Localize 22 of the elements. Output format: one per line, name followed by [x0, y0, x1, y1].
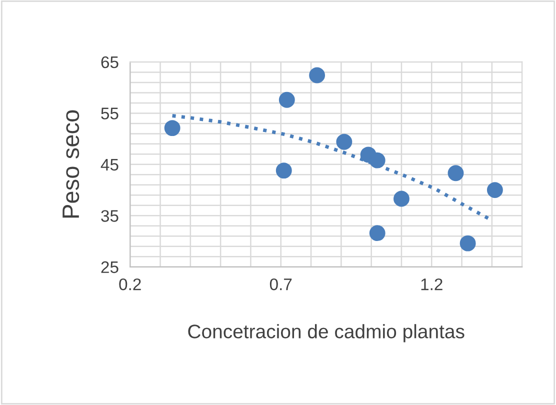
y-tick-label: 55: [101, 108, 118, 120]
point: [278, 92, 295, 108]
point: [164, 120, 180, 136]
y-tick-label: 35: [101, 210, 118, 222]
y-tick-label: 65: [101, 56, 118, 68]
x-tick-label: 0.2: [119, 278, 141, 290]
y-axis-title: Peso seco: [62, 110, 80, 218]
point: [369, 152, 386, 168]
y-tick-label: 25: [101, 261, 118, 274]
x-tick-label: 0.7: [270, 278, 292, 290]
point: [336, 134, 352, 150]
point: [393, 190, 410, 207]
point: [486, 182, 503, 198]
y-tick-label: 45: [100, 159, 118, 171]
point: [369, 225, 386, 242]
point: [309, 67, 326, 84]
line-series: [170, 114, 491, 220]
x-axis-title: Concetracion de cadmio plantas: [188, 324, 464, 342]
point: [276, 162, 292, 179]
point: [448, 165, 464, 182]
point: [460, 235, 476, 252]
x-tick-label: 1.2: [421, 278, 442, 290]
